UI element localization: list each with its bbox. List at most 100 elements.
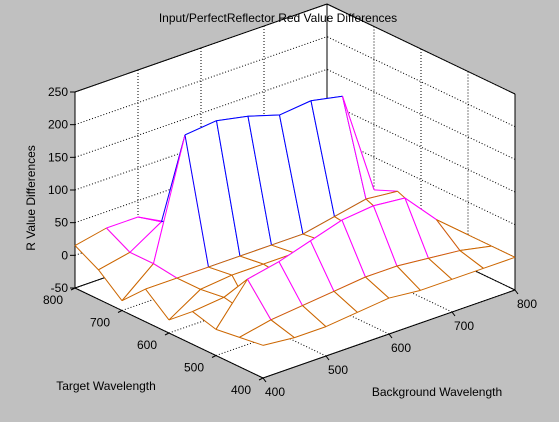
surface-grid-line: [215, 278, 248, 330]
surface-patch: [373, 198, 429, 267]
surface-grid-line: [216, 115, 249, 122]
surface-grid-line: [121, 288, 146, 302]
surface-grid-line: [341, 205, 374, 221]
surface-grid-line: [302, 290, 335, 307]
x-tick-label: 600: [391, 341, 411, 355]
surface-grid-line: [270, 305, 303, 321]
grid-line: [74, 36, 328, 126]
surface-grid-line: [200, 288, 225, 298]
surface-grid-line: [365, 276, 390, 299]
surface-grid-line: [200, 274, 233, 290]
surface-grid-line: [239, 336, 264, 346]
surface-grid-line: [396, 257, 429, 267]
y-tick-mark: [258, 377, 264, 381]
y-axis-label: Target Wavelength: [56, 379, 156, 393]
surface-grid-line: [310, 240, 335, 292]
y-tick-label: 700: [90, 316, 110, 330]
surface-grid-line: [192, 311, 217, 330]
x-tick-mark: [451, 311, 456, 317]
surface-patch: [208, 256, 264, 276]
surface-grid-line: [420, 278, 453, 291]
z-tick-label: 150: [48, 150, 68, 164]
surface-patch: [428, 250, 484, 280]
surface-grid-line: [467, 234, 492, 247]
surface-grid-line: [373, 205, 398, 267]
surface-grid-line: [365, 190, 398, 200]
surface-grid-line: [137, 216, 162, 223]
z-tick-label: 250: [48, 85, 68, 99]
surface-grid-line: [404, 197, 429, 259]
surface-grid-line: [333, 290, 358, 313]
y-tick-mark: [211, 355, 217, 358]
surface-grid-line: [459, 250, 484, 269]
surface-patch: [365, 266, 421, 299]
chart-title: Input/PerfectReflector Red Value Differe…: [159, 11, 397, 25]
z-tick-label: 200: [48, 118, 68, 132]
y-tick-mark: [164, 332, 170, 336]
surface-grid-line: [184, 134, 209, 268]
surface-patch: [169, 289, 224, 320]
surface-grid-line: [208, 255, 241, 268]
surface-grid-line: [491, 245, 516, 258]
box-edge: [74, 3, 328, 93]
surface-patch: [153, 134, 209, 279]
surface-grid-line: [247, 278, 272, 321]
surface-grid-line: [270, 319, 295, 338]
surface-patch: [122, 263, 177, 301]
x-tick-label: 500: [328, 363, 348, 377]
z-tick-label: 100: [48, 183, 68, 197]
surface-grid-line: [153, 134, 186, 264]
x-axis-label: Background Wavelength: [372, 385, 502, 399]
surface-grid-line: [145, 277, 178, 290]
surface-grid-line: [184, 120, 217, 136]
surface-patch: [405, 198, 460, 259]
surface-patch: [239, 319, 295, 346]
surface-grid-line: [278, 240, 311, 263]
surface-patch: [310, 220, 366, 292]
surface-grid-line: [247, 116, 272, 246]
y-tick-label: 800: [43, 293, 63, 307]
surface-grid-line: [176, 266, 209, 279]
surface-patch: [240, 245, 295, 265]
surface-grid-line: [436, 219, 469, 236]
surface-patch: [145, 278, 201, 320]
surface-grid-line: [74, 245, 99, 271]
grid-line: [74, 68, 328, 158]
surface-patch: [248, 115, 303, 246]
x-tick-mark: [514, 289, 519, 295]
surface-patch: [460, 246, 515, 269]
surface-grid-line: [357, 297, 390, 313]
surface-grid-line: [271, 233, 304, 246]
surface-grid-line: [129, 221, 162, 253]
surface-grid-line: [341, 219, 366, 278]
surface-grid-line: [223, 278, 248, 298]
surface-grid-line: [428, 257, 453, 280]
surface-patch: [130, 134, 185, 264]
surface-grid-line: [459, 245, 492, 252]
surface-patch: [216, 116, 272, 257]
surface-grid-line: [239, 255, 264, 265]
surface-grid-line: [215, 328, 240, 338]
surface-grid-line: [333, 276, 366, 292]
surface-patch: [185, 120, 240, 268]
surface-grid-line: [98, 251, 131, 271]
surface-grid-line: [129, 251, 154, 265]
surface-grid-line: [294, 326, 327, 339]
x-tick-mark: [388, 333, 393, 339]
x-tick-label: 800: [517, 297, 537, 311]
surface-grid-line: [121, 263, 154, 302]
surface-grid-line: [310, 219, 343, 242]
surface-grid-line: [373, 197, 406, 207]
surface-grid-line: [483, 256, 516, 269]
surface-patch: [342, 205, 397, 278]
y-tick-label: 400: [231, 383, 251, 397]
surface-grid-line: [388, 289, 421, 299]
surface-grid-line: [168, 288, 201, 321]
surface-grid-line: [302, 216, 335, 235]
surface-grid-line: [239, 244, 272, 257]
surface-grid-line: [74, 227, 107, 246]
surface-mesh: [74, 95, 516, 346]
surface-grid-line: [279, 100, 312, 116]
surface-grid-line: [231, 263, 264, 276]
